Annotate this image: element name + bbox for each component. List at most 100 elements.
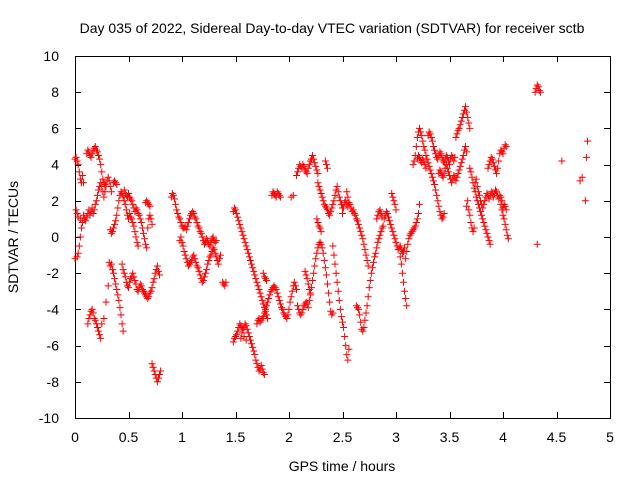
data-point [254, 282, 262, 290]
data-point [367, 269, 375, 277]
data-point [111, 177, 119, 185]
data-point [187, 211, 195, 219]
data-point [95, 152, 103, 160]
data-point [248, 340, 256, 348]
data-point [249, 264, 257, 272]
data-point [390, 197, 398, 205]
data-point [156, 371, 164, 379]
data-point [364, 262, 372, 270]
data-point [154, 374, 162, 382]
data-point [110, 224, 118, 232]
data-point [284, 311, 292, 319]
data-point [313, 166, 321, 174]
data-point [466, 211, 474, 219]
data-point [114, 204, 122, 212]
plot-frame [75, 56, 611, 419]
data-point [410, 157, 418, 165]
data-point [454, 126, 462, 134]
data-point [108, 266, 116, 274]
data-point [250, 347, 258, 355]
data-point [391, 235, 399, 243]
data-point [274, 293, 282, 301]
x-tick-label: 1 [178, 429, 186, 445]
data-point [244, 249, 252, 257]
data-point [409, 161, 417, 169]
data-point [230, 204, 238, 212]
data-point [350, 209, 358, 217]
data-point [107, 260, 115, 268]
data-point [258, 314, 266, 322]
data-point [337, 313, 345, 321]
data-point [76, 233, 84, 241]
data-point [256, 289, 264, 297]
data-point [317, 190, 325, 198]
data-point [455, 166, 463, 174]
data-point [137, 219, 145, 227]
data-point [76, 215, 84, 223]
data-point [450, 157, 458, 165]
data-point [125, 284, 132, 292]
data-point [88, 150, 96, 158]
data-point [355, 220, 363, 228]
data-point [261, 305, 269, 313]
data-point [253, 320, 261, 328]
data-point [372, 249, 380, 257]
data-point [401, 287, 409, 295]
data-point [290, 278, 298, 286]
data-point [396, 242, 404, 250]
data-point [375, 235, 383, 243]
data-point [251, 351, 259, 359]
data-point [498, 197, 506, 205]
data-point [182, 226, 190, 234]
data-point [244, 329, 252, 337]
data-point [171, 195, 179, 203]
data-point [360, 240, 368, 248]
data-point [488, 155, 496, 163]
data-point [474, 188, 482, 196]
data-point [582, 153, 590, 161]
data-point [341, 333, 349, 341]
data-point [123, 282, 131, 290]
data-point [314, 219, 322, 227]
data-point [117, 311, 125, 319]
data-point [118, 260, 126, 268]
data-point [485, 161, 493, 169]
data-point [321, 202, 329, 210]
data-point [402, 255, 410, 263]
data-point [141, 235, 149, 243]
data-point [344, 356, 352, 364]
data-point [473, 182, 481, 190]
data-point [133, 238, 141, 246]
data-point [314, 170, 322, 178]
data-point [255, 285, 263, 293]
y-tick-label: 2 [51, 193, 59, 209]
data-point [145, 293, 153, 301]
data-point [261, 275, 269, 283]
data-point [272, 285, 280, 293]
data-point [258, 296, 266, 304]
data-point [352, 215, 360, 223]
data-point [444, 168, 452, 176]
data-point [241, 238, 249, 246]
y-tick-label: -4 [47, 301, 60, 317]
data-point [113, 181, 121, 189]
data-point [128, 215, 136, 223]
y-tick-label: 0 [51, 229, 59, 245]
data-point [533, 81, 541, 89]
data-point [481, 222, 489, 230]
data-point [119, 327, 127, 335]
data-point [107, 188, 115, 196]
data-point [85, 148, 93, 156]
data-point [153, 262, 161, 270]
data-point [122, 206, 130, 214]
data-point [257, 316, 265, 324]
data-point [480, 200, 488, 208]
data-point [416, 153, 424, 161]
data-point [302, 168, 310, 176]
data-point [329, 200, 337, 208]
data-point [273, 289, 281, 297]
data-point [333, 278, 341, 286]
data-point [148, 220, 156, 228]
data-point [202, 269, 210, 277]
data-point [148, 360, 156, 368]
